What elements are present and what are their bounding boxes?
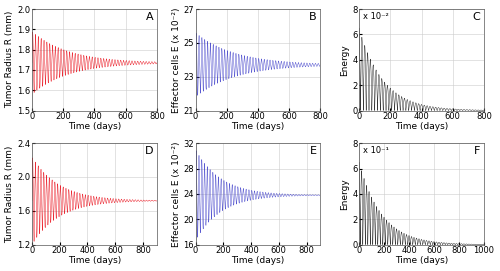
Y-axis label: Energy: Energy bbox=[340, 44, 349, 76]
Text: B: B bbox=[309, 12, 316, 22]
Text: D: D bbox=[144, 146, 153, 156]
Text: C: C bbox=[472, 12, 480, 22]
Text: E: E bbox=[310, 146, 316, 156]
Y-axis label: Tumor Radius R (mm): Tumor Radius R (mm) bbox=[6, 11, 15, 108]
X-axis label: Time (days): Time (days) bbox=[68, 256, 121, 265]
Y-axis label: Effector cells E (x 10⁻²): Effector cells E (x 10⁻²) bbox=[172, 141, 180, 247]
Text: x 10⁻¹: x 10⁻¹ bbox=[363, 146, 388, 155]
Text: A: A bbox=[146, 12, 153, 22]
Text: x 10⁻²: x 10⁻² bbox=[363, 12, 388, 21]
Y-axis label: Effector cells E (x 10⁻²): Effector cells E (x 10⁻²) bbox=[172, 7, 180, 112]
Y-axis label: Energy: Energy bbox=[340, 178, 349, 210]
X-axis label: Time (days): Time (days) bbox=[68, 122, 121, 131]
X-axis label: Time (days): Time (days) bbox=[395, 256, 448, 265]
X-axis label: Time (days): Time (days) bbox=[232, 256, 284, 265]
X-axis label: Time (days): Time (days) bbox=[395, 122, 448, 131]
Text: F: F bbox=[474, 146, 480, 156]
X-axis label: Time (days): Time (days) bbox=[232, 122, 284, 131]
Y-axis label: Tumor Radius R (mm): Tumor Radius R (mm) bbox=[6, 145, 15, 243]
